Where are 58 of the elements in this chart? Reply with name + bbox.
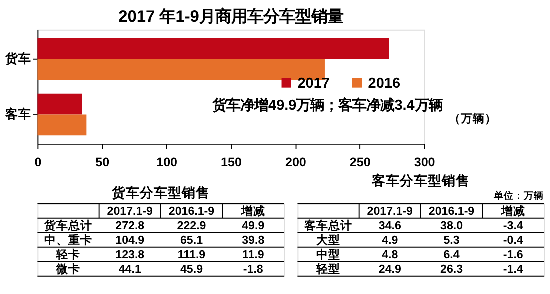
text: 123.8 [116,249,145,262]
text: -0.4 [503,234,524,247]
text: 货车分车型销售 [110,184,210,201]
chart-title: 2017 年1-9月商用车分车型销量 [118,8,344,26]
x-tick-label: 100 [156,156,178,170]
text: 24.9 [378,264,402,276]
category-label: 大型 [316,234,341,247]
x-tick-label: 200 [285,156,306,170]
text: 5.3 [444,234,460,247]
text: 4.9 [382,234,398,247]
x-tick-label: 0 [34,156,42,170]
text: 4.8 [382,249,398,262]
legend-label: 2017 [298,76,330,92]
text: 34.6 [378,220,402,232]
x-tick-label: 50 [96,156,110,170]
category-label: 2016.1-9 [168,206,216,218]
text: -1.8 [243,264,264,276]
category-label: 客车总计 [304,220,353,232]
category-label: 轻卡 [56,249,81,262]
text: （万辆） [448,112,497,126]
category-label: 增减 [500,204,526,218]
legend-label: 2016 [368,76,401,92]
bar [38,114,87,136]
text: 客车分车型销售 [370,172,470,189]
text: 单位：万辆 [493,190,544,202]
text: -1.6 [503,249,524,262]
annotation: 货车净增49.9万辆；客车净减3.4万辆 [212,97,443,114]
text: 11.9 [242,249,264,262]
text: 222.9 [177,220,206,232]
category-label: 2017.1-9 [107,206,154,218]
bar [38,94,82,115]
x-tick-label: 250 [350,156,371,170]
category-label: 中、重卡 [44,234,93,247]
text: 44.1 [118,264,142,276]
text: 104.9 [116,234,145,247]
category-label: 微卡 [56,264,81,276]
text: 38.0 [440,220,464,232]
text: 6.4 [444,249,460,262]
category-label: 增减 [240,204,266,218]
text: 65.1 [180,234,204,247]
bar [38,38,390,60]
category-label: 2016.1-9 [428,206,476,218]
text: 111.9 [178,249,206,262]
category-label: 货车总计 [44,220,93,232]
y-tick-label: 客车 [4,106,32,122]
text: 45.9 [180,264,204,276]
text: -3.4 [503,220,524,232]
text: 49.9 [242,220,265,232]
category-label: 轻型 [316,264,341,276]
text: 39.8 [242,234,265,247]
y-tick-label: 货车 [4,50,32,66]
category-label: 2017.1-9 [367,206,414,218]
text: -1.4 [503,264,524,276]
text: 272.8 [116,220,145,232]
x-tick-label: 150 [221,156,242,170]
category-label: 中型 [316,249,341,262]
text: 26.3 [440,264,464,276]
x-tick-label: 300 [414,156,436,170]
